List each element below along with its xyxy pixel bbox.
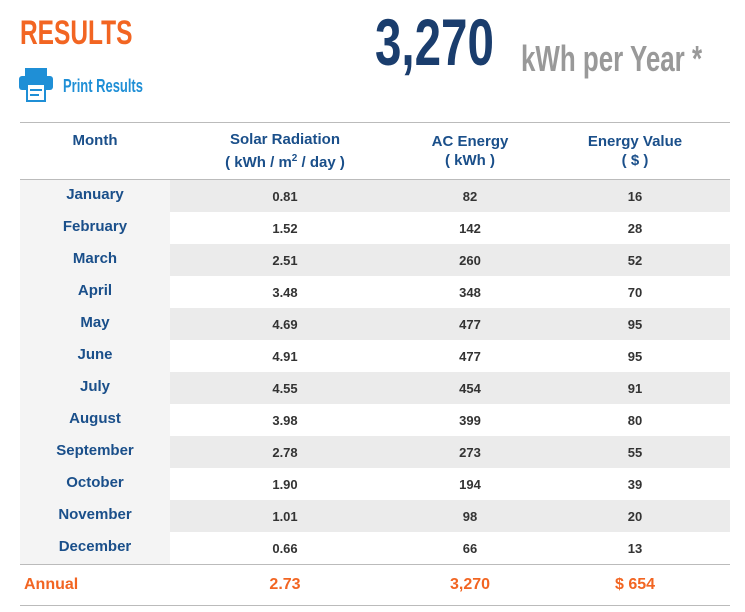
table-row: November 1.01 98 20: [20, 500, 730, 532]
header-cell: Month: [20, 123, 170, 179]
value-cell: 28: [540, 212, 730, 244]
value-cell: 3.48: [170, 276, 400, 308]
table-row: October 1.90 194 39: [20, 468, 730, 500]
header-unit: ( kWh ): [445, 152, 495, 169]
unit-sup: 2: [291, 153, 298, 164]
annual-row: Annual 2.73 3,270 $ 654: [20, 564, 730, 606]
value-cell: 4.55: [170, 372, 400, 404]
header-unit: ( kWh / m2 / day ): [225, 149, 345, 172]
value-cell: 95: [540, 340, 730, 372]
value-cell: 348: [400, 276, 540, 308]
unit-part: ( kWh / m: [225, 154, 292, 171]
value-cell: 1.90: [170, 468, 400, 500]
header-cell: AC Energy ( kWh ): [400, 123, 540, 179]
table-row: March 2.51 260 52: [20, 244, 730, 276]
value-cell: 4.69: [170, 308, 400, 340]
value-cell: 91: [540, 372, 730, 404]
results-table: Month Solar Radiation( kWh / m2 / day ) AC…: [20, 122, 730, 607]
value-cell: 477: [400, 308, 540, 340]
total-unit: kWh per Year *: [521, 38, 745, 80]
month-cell: May: [20, 308, 170, 340]
value-cell: 2.78: [170, 436, 400, 468]
value-cell: 194: [400, 468, 540, 500]
table-row: January 0.81 82 16: [20, 180, 730, 212]
header-row: Month Solar Radiation( kWh / m2 / day ) AC…: [20, 123, 730, 180]
header-title: Energy Value: [587, 133, 683, 150]
title: RESULTS: [20, 14, 176, 53]
table-row: April 3.48 348 70: [20, 276, 730, 308]
value-cell: 3.98: [170, 404, 400, 436]
table-row: February 1.52 142 28: [20, 212, 730, 244]
total-unit-text: kWh per Year *: [521, 38, 703, 79]
header-unit: ( $ ): [621, 152, 649, 169]
value-cell: 66: [400, 532, 540, 564]
month-cell: August: [20, 404, 170, 436]
table-row: September 2.78 273 55: [20, 436, 730, 468]
value-cell: 1.01: [170, 500, 400, 532]
header-cell: Solar Radiation( kWh / m2 / day ): [170, 123, 400, 179]
value-cell: 82: [400, 180, 540, 212]
header-title: AC Energy: [431, 133, 509, 150]
total-value: 3,270: [375, 5, 494, 79]
table-row: December 0.66 66 13: [20, 532, 730, 564]
value-cell: 39: [540, 468, 730, 500]
month-cell: January: [20, 180, 170, 212]
value-cell: 2.51: [170, 244, 400, 276]
table-row: July 4.55 454 91: [20, 372, 730, 404]
value-cell: 98: [400, 500, 540, 532]
month-cell: March: [20, 244, 170, 276]
print-link[interactable]: Print Results: [63, 76, 174, 97]
value-cell: 70: [540, 276, 730, 308]
month-cell: February: [20, 212, 170, 244]
value-cell: 55: [540, 436, 730, 468]
value-cell: 142: [400, 212, 540, 244]
value-cell: 399: [400, 404, 540, 436]
month-cell: October: [20, 468, 170, 500]
value-cell: 0.66: [170, 532, 400, 564]
table-row: June 4.91 477 95: [20, 340, 730, 372]
title-text: RESULTS: [20, 14, 133, 52]
value-cell: 20: [540, 500, 730, 532]
print-icon[interactable]: [19, 68, 57, 102]
print-text[interactable]: Print Results: [63, 76, 143, 96]
annual-cell: $ 654: [614, 576, 656, 593]
value-cell: 4.91: [170, 340, 400, 372]
month-cell: September: [20, 436, 170, 468]
value-cell: 80: [540, 404, 730, 436]
value-cell: 477: [400, 340, 540, 372]
month-cell: July: [20, 372, 170, 404]
header-title: Month: [72, 132, 118, 149]
annual-cell: 2.73: [269, 576, 301, 593]
month-cell: December: [20, 532, 170, 564]
value-cell: 454: [400, 372, 540, 404]
annual-cell: 3,270: [449, 576, 491, 593]
table-row: August 3.98 399 80: [20, 404, 730, 436]
unit-part: / day ): [297, 154, 345, 171]
total: 3,270: [375, 4, 540, 80]
header-cell: Energy Value ( $ ): [540, 123, 730, 179]
month-cell: April: [20, 276, 170, 308]
value-cell: 95: [540, 308, 730, 340]
table-row: May 4.69 477 95: [20, 308, 730, 340]
value-cell: 260: [400, 244, 540, 276]
value-cell: 52: [540, 244, 730, 276]
month-cell: June: [20, 340, 170, 372]
annual-cell: Annual: [24, 576, 79, 593]
value-cell: 13: [540, 532, 730, 564]
header-title: Solar Radiation: [229, 131, 341, 148]
value-cell: 16: [540, 180, 730, 212]
value-cell: 273: [400, 436, 540, 468]
value-cell: 0.81: [170, 180, 400, 212]
value-cell: 1.52: [170, 212, 400, 244]
month-cell: November: [20, 500, 170, 532]
